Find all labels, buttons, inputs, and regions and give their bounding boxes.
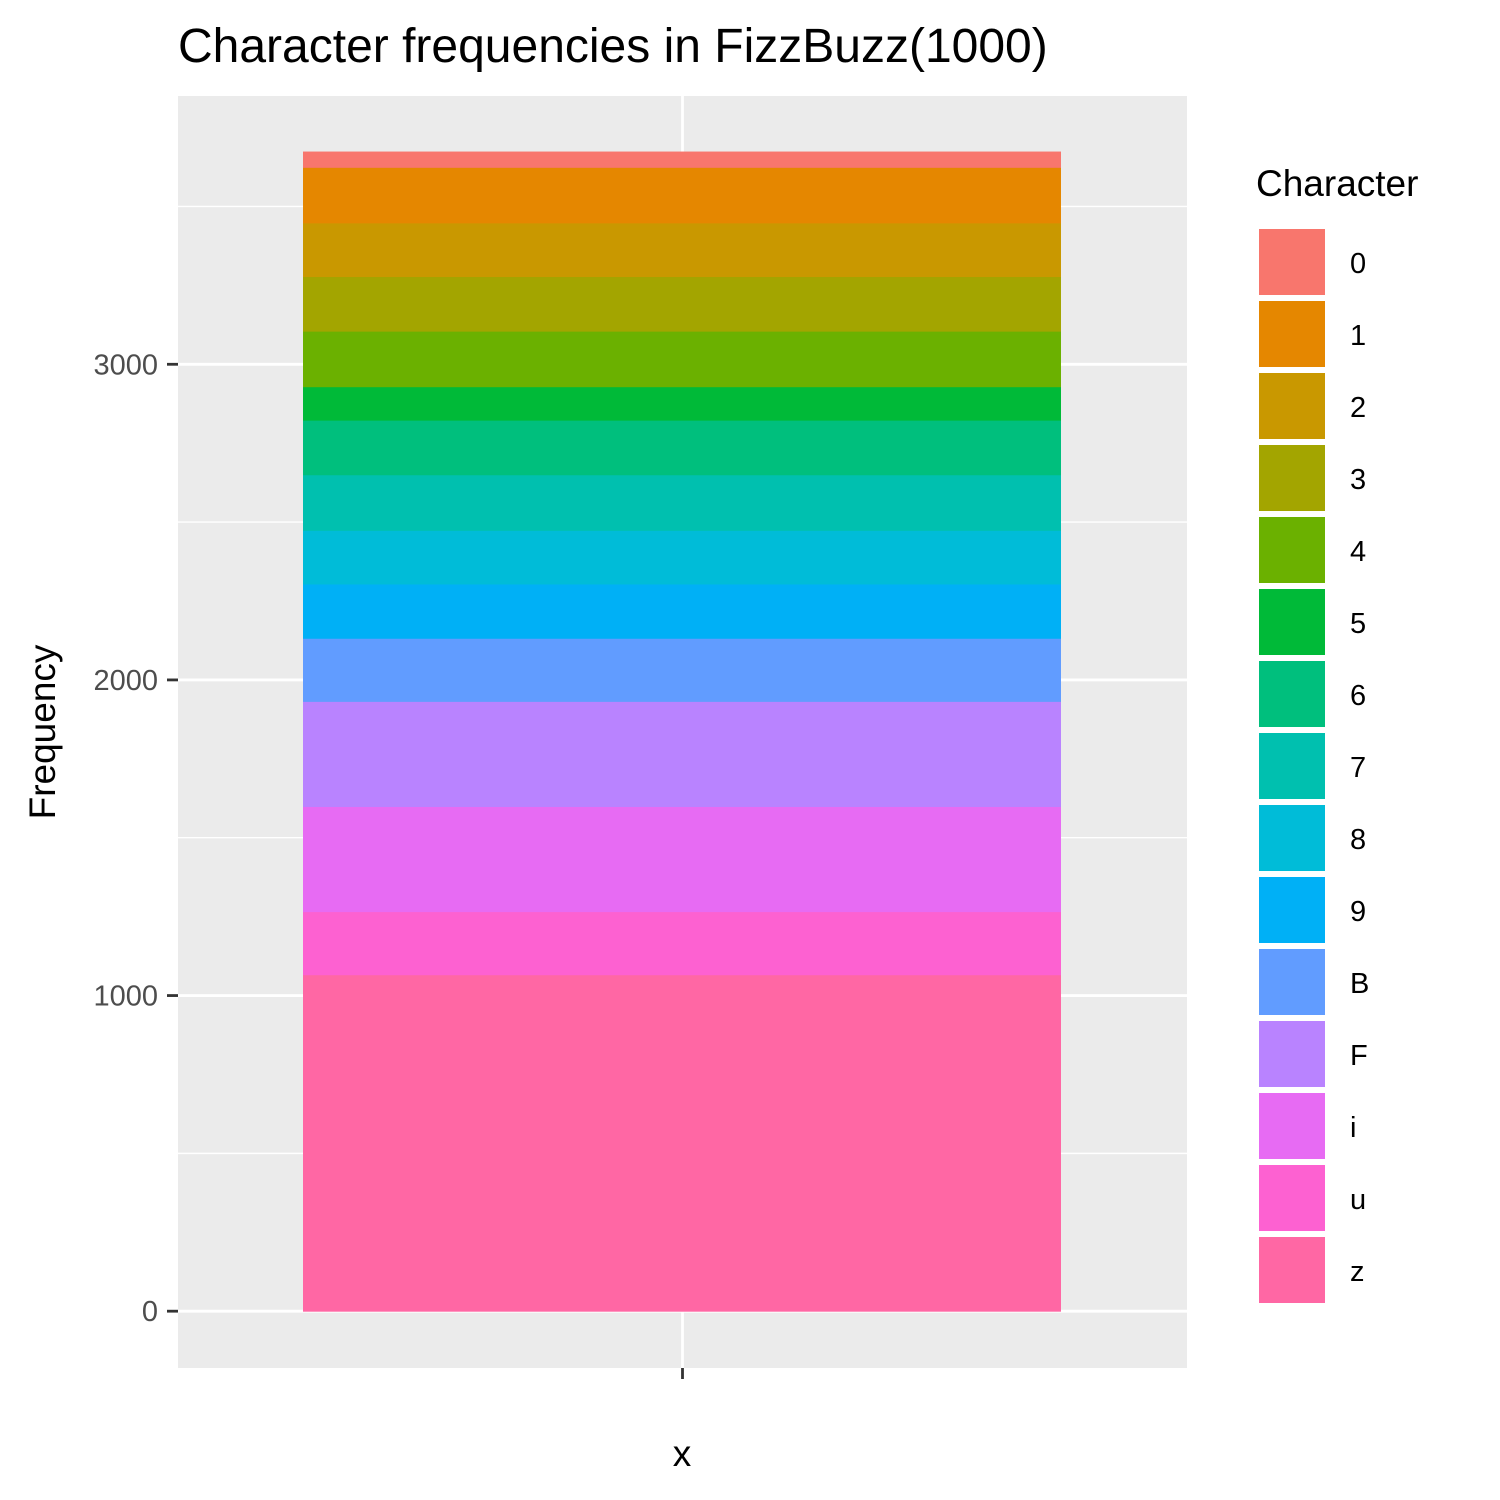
y-tick-label: 2000 — [93, 665, 158, 697]
bar-segment-i — [303, 806, 1061, 913]
legend: 0 1 2 3 4 5 6 7 8 9 B Fi u z — [1257, 227, 1369, 1305]
chart-title: Character frequencies in FizzBuzz(1000) — [178, 20, 1048, 73]
legend-key-5 — [1257, 587, 1327, 657]
legend-title: Character — [1256, 163, 1418, 204]
y-axis-title: Frequency — [22, 644, 63, 819]
legend-label-5: 5 — [1350, 608, 1366, 640]
bar-segment-9 — [303, 583, 1061, 639]
bar-segment-1 — [303, 167, 1061, 224]
legend-label-9: 9 — [1350, 896, 1366, 928]
legend-key-0 — [1257, 227, 1327, 297]
bar-segment-8 — [303, 530, 1061, 585]
y-tick-label: 3000 — [93, 349, 158, 381]
bar-segment-5 — [303, 386, 1061, 421]
bar-segment-0 — [303, 151, 1061, 168]
legend-label-6: 6 — [1350, 680, 1366, 712]
bar-segment-z — [303, 974, 1061, 1312]
legend-label-1: 1 — [1350, 320, 1366, 352]
legend-key-u — [1257, 1163, 1327, 1233]
bar-stack — [303, 151, 1061, 1312]
y-tick-label: 0 — [142, 1296, 158, 1328]
legend-label-z: z — [1350, 1256, 1365, 1288]
bar-segment-2 — [303, 222, 1061, 278]
y-axis: 0 1000 2000 3000 — [93, 349, 178, 1328]
legend-label-F: F — [1350, 1040, 1368, 1072]
legend-key-8 — [1257, 803, 1327, 873]
bar-segment-6 — [303, 420, 1061, 476]
bar-segment-u — [303, 911, 1061, 976]
legend-key-9 — [1257, 875, 1327, 945]
legend-key-4 — [1257, 515, 1327, 585]
legend-label-B: B — [1350, 968, 1369, 1000]
legend-key-i — [1257, 1091, 1327, 1161]
legend-key-z — [1257, 1235, 1327, 1305]
legend-label-8: 8 — [1350, 824, 1366, 856]
bar-segment-F — [303, 701, 1061, 807]
bar-segment-4 — [303, 331, 1061, 388]
legend-label-7: 7 — [1350, 752, 1366, 784]
legend-label-2: 2 — [1350, 392, 1366, 424]
x-axis-title: x — [673, 1433, 692, 1474]
legend-label-i: i — [1350, 1112, 1356, 1144]
legend-key-7 — [1257, 731, 1327, 801]
legend-key-1 — [1257, 299, 1327, 369]
bar-segment-7 — [303, 474, 1061, 531]
legend-key-B — [1257, 947, 1327, 1017]
legend-label-0: 0 — [1350, 248, 1366, 280]
bar-segment-3 — [303, 276, 1061, 332]
legend-key-6 — [1257, 659, 1327, 729]
legend-key-2 — [1257, 371, 1327, 441]
legend-label-u: u — [1350, 1184, 1366, 1216]
y-tick-label: 1000 — [93, 981, 158, 1013]
legend-label-4: 4 — [1350, 536, 1366, 568]
bar-segment-B — [303, 638, 1061, 702]
legend-key-3 — [1257, 443, 1327, 513]
legend-label-3: 3 — [1350, 464, 1366, 496]
legend-key-F — [1257, 1019, 1327, 1089]
